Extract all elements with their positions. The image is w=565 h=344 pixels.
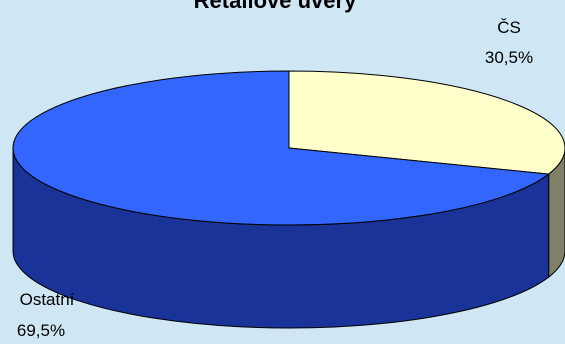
pie-tops — [12, 70, 565, 226]
slice-label-cs-value: 30,5% — [485, 48, 533, 67]
pie-slice-cs — [288, 70, 565, 175]
chart-title: Retailové úvěry — [194, 0, 357, 13]
slice-label-ostatni-value: 69,5% — [17, 321, 65, 340]
slice-label-cs-name: ČS — [497, 18, 521, 37]
slice-label-ostatni-name: Ostatní — [20, 290, 75, 309]
pie-slice-ostatni — [12, 70, 550, 226]
pie-sides — [12, 147, 565, 329]
